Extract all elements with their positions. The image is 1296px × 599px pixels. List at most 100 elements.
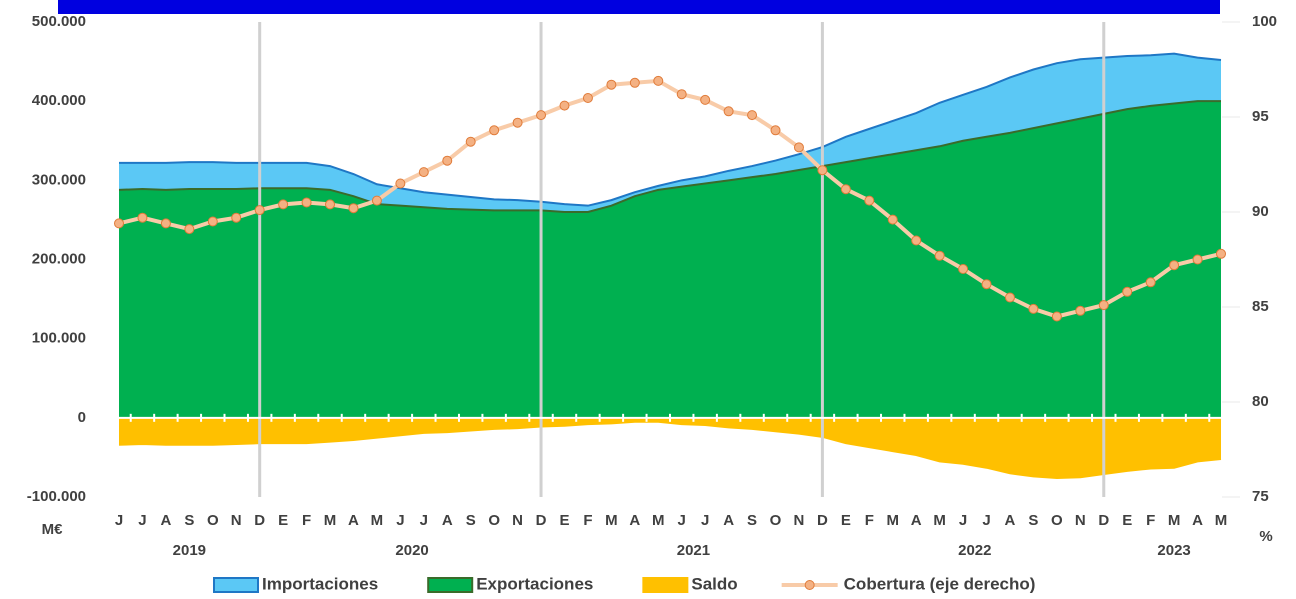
legend-label: Exportaciones [476,574,593,593]
area-line [118,100,1221,213]
line-marker [606,79,617,90]
area-line [119,52,1222,207]
line-marker [770,125,781,136]
area-fill [119,417,1221,478]
year-label: 2023 [1157,542,1190,559]
y2-tick-label: 90 [1252,203,1269,220]
line-marker [442,155,453,166]
line-marker [114,218,124,229]
x-tick-label: D [254,512,265,529]
line-marker [1122,286,1133,297]
y-tick-label: 200.000 [32,250,86,267]
line-marker [793,142,804,153]
x-tick-label: D [536,512,547,529]
y-tick-label: 400.000 [32,92,86,109]
x-tick-label: D [817,512,828,529]
x-tick-label: M [324,512,337,529]
line-marker [137,212,148,223]
y2-tick-label: 100 [1252,13,1277,30]
line-marker [371,195,382,206]
line-marker [1145,277,1156,288]
x-tick-label: O [207,512,219,529]
legend-swatch [427,577,474,593]
x-tick-label: N [231,512,242,529]
line-marker [207,216,218,227]
line-marker [254,205,265,216]
x-tick-label: A [1005,512,1016,529]
line-marker [653,75,664,86]
x-tick-label: M [652,512,665,529]
x-tick-label: M [605,512,618,529]
line-marker [723,106,734,117]
y-tick-label: 300.000 [32,171,86,188]
line-marker [231,212,242,223]
year-label: 2019 [173,542,206,559]
y-tick-label: 100.000 [32,330,86,347]
x-tick-label: S [466,512,476,529]
year-label: 2021 [677,542,710,559]
y-axis-unit: M€ [42,521,63,538]
y-tick-label: 0 [78,409,86,426]
x-tick-label: O [488,512,500,529]
area-line [118,420,1222,480]
line-marker [489,125,500,136]
x-tick-label: J [701,512,709,529]
x-tick-label: A [629,512,640,529]
x-tick-label: F [583,512,592,529]
x-tick-label: N [794,512,805,529]
x-tick-label: J [115,512,123,529]
line-marker [887,214,898,225]
x-tick-label: O [1051,512,1063,529]
x-tick-label: O [770,512,782,529]
area-fill [119,101,1221,418]
x-tick-label: A [348,512,359,529]
x-tick-label: J [138,512,146,529]
x-tick-label: J [982,512,990,529]
x-tick-label: M [1215,512,1228,529]
line-marker [536,110,547,121]
line-marker [559,100,570,111]
legend-swatch [213,577,259,593]
x-tick-label: M [1168,512,1181,529]
line-marker [817,165,828,176]
year-label: 2022 [958,542,991,559]
x-tick-label: M [371,512,384,529]
x-tick-label: A [1192,512,1203,529]
y2-tick-label: 85 [1252,298,1269,315]
x-tick-label: A [911,512,922,529]
x-tick-label: S [747,512,757,529]
line-marker [418,167,429,178]
x-tick-label: N [512,512,523,529]
line-marker [512,117,523,128]
legend-label: Saldo [691,574,737,593]
line-marker [981,279,992,290]
line-marker [1051,311,1062,322]
x-tick-label: M [933,512,946,529]
line-marker [1075,305,1086,316]
x-tick-label: J [959,512,967,529]
x-tick-label: E [841,512,851,529]
line-marker [676,89,687,100]
line-marker [840,184,851,195]
line-marker [395,178,406,189]
legend-swatch [642,577,689,593]
x-tick-label: J [420,512,428,529]
x-tick-label: F [302,512,311,529]
year-label: 2020 [395,542,428,559]
x-tick-label: F [865,512,874,529]
header-bar [58,0,1220,14]
legend-label: Importaciones [262,574,378,593]
x-tick-label: S [1028,512,1038,529]
line-marker [864,195,875,206]
legend-label: Cobertura (eje derecho) [844,574,1036,593]
line-marker [160,218,171,229]
y2-axis-unit: % [1259,528,1272,545]
legend-marker [804,580,815,590]
line-marker [465,136,476,147]
line-marker [1192,254,1203,265]
line-marker [700,94,711,105]
line-marker [1004,292,1015,303]
line-marker [629,77,640,88]
y2-tick-label: 80 [1252,393,1269,410]
